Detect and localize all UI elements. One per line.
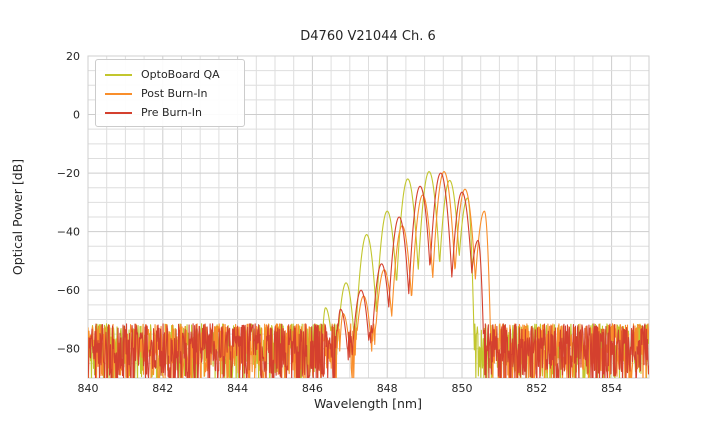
x-tick-label: 854: [601, 382, 622, 395]
y-tick-label: 0: [73, 109, 80, 122]
plot-border: [87, 55, 650, 379]
legend-item-pre-burn-in: Pre Burn-In: [105, 103, 236, 122]
y-tick-label: −40: [57, 226, 80, 239]
series-layer: [88, 171, 649, 378]
chart-title: D4760 V21044 Ch. 6: [300, 29, 435, 44]
legend-line-swatch: [105, 92, 132, 95]
legend-label: OptoBoard QA: [141, 68, 220, 81]
x-tick-label: 850: [452, 382, 473, 395]
y-tick-label: −60: [57, 284, 80, 297]
legend-label: Post Burn-In: [141, 87, 208, 100]
y-axis-label: Optical Power [dB]: [10, 159, 25, 275]
legend-label: Pre Burn-In: [141, 106, 202, 119]
tick-label-layer: 840 842 844 846 848 850 852 854 20 0 −20 −40 −60 −80: [57, 50, 622, 395]
x-tick-label: 840: [78, 382, 99, 395]
x-tick-label: 848: [377, 382, 398, 395]
y-tick-label: −80: [57, 343, 80, 356]
legend-line-swatch: [105, 111, 132, 114]
legend-item-optoboard-qa: OptoBoard QA: [105, 65, 236, 84]
legend-line-swatch: [105, 73, 132, 76]
x-tick-label: 852: [526, 382, 547, 395]
y-tick-label: −20: [57, 167, 80, 180]
line-series-pre-burn-in: [88, 172, 649, 378]
x-tick-label: 846: [302, 382, 323, 395]
legend: OptoBoard QA Post Burn-In Pre Burn-In: [95, 59, 245, 127]
x-tick-label: 842: [152, 382, 173, 395]
legend-item-post-burn-in: Post Burn-In: [105, 84, 236, 103]
y-tick-label: 20: [66, 50, 80, 63]
x-axis-label: Wavelength [nm]: [314, 396, 422, 411]
x-tick-label: 844: [227, 382, 248, 395]
